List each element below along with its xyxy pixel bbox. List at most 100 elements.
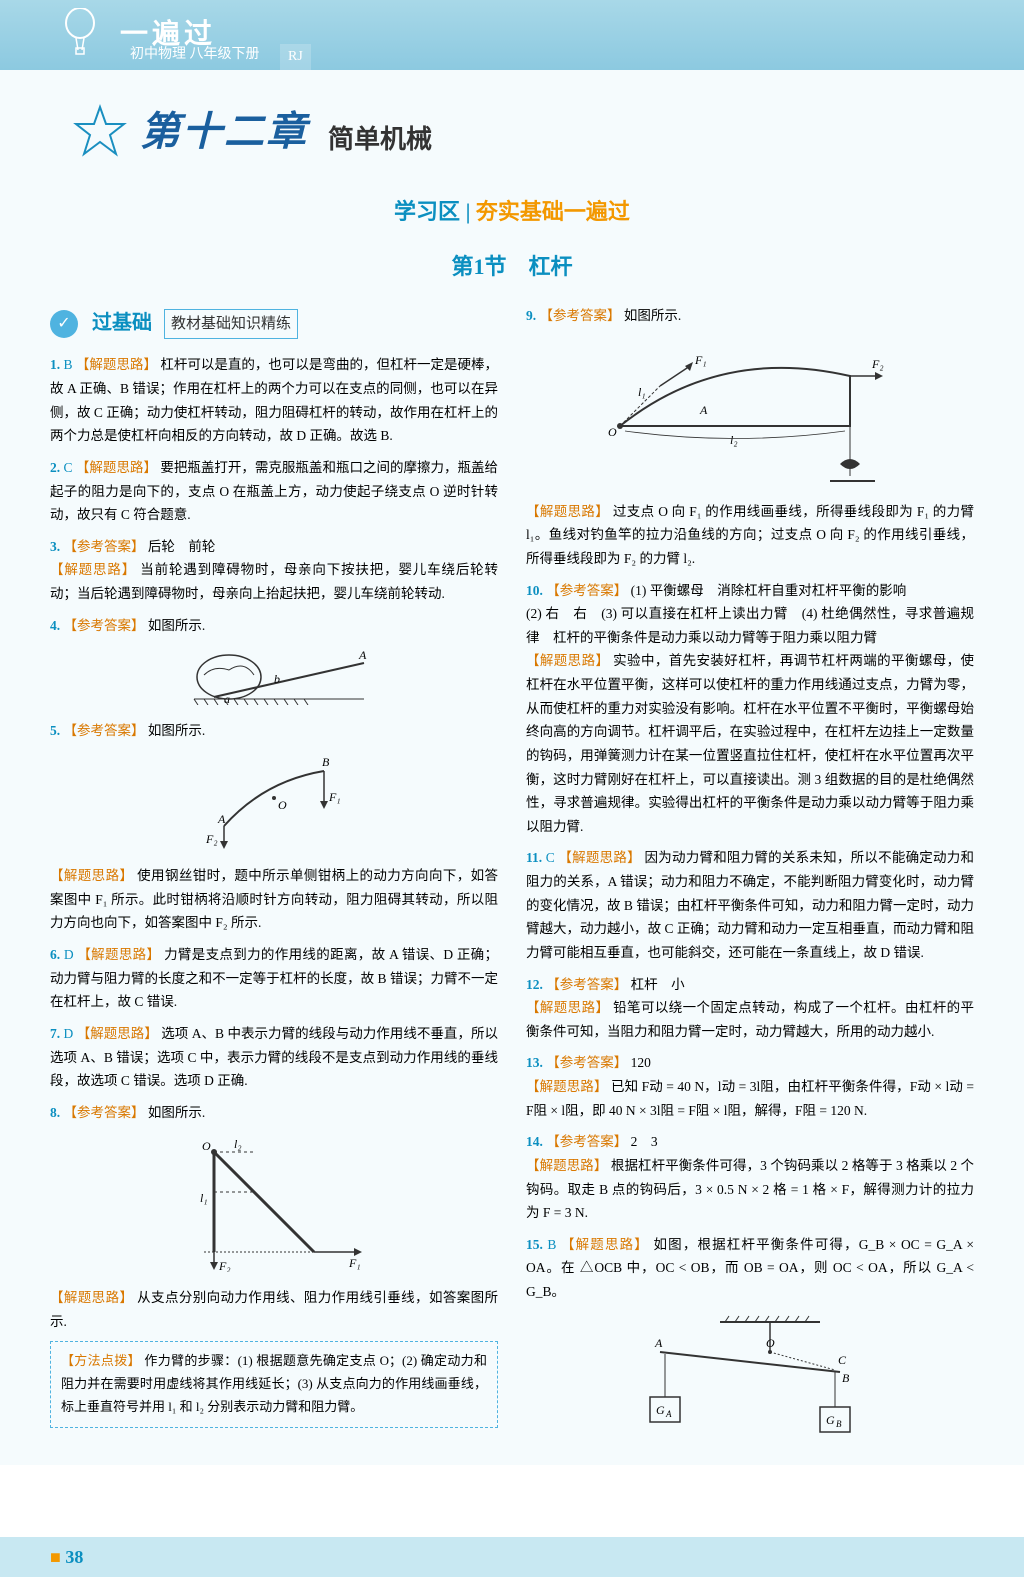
- q-label: 【参考答案】: [64, 539, 145, 554]
- q-label2: 【解题思路】: [50, 562, 136, 577]
- tip-box: 【方法点拨】 作力臂的步骤：(1) 根据题意先确定支点 O；(2) 确定动力和阻…: [50, 1341, 498, 1427]
- q-num: 9.: [526, 308, 536, 323]
- q-text: 如图所示.: [148, 723, 205, 738]
- figure-8: O l₂ l₁ F₁ F₂: [50, 1132, 498, 1280]
- question-10: 10. 【参考答案】 (1) 平衡螺母 消除杠杆自重对杠杆平衡的影响 (2) 右…: [526, 579, 974, 839]
- q-label: 【解题思路】: [561, 1237, 649, 1252]
- q-a2: (2) 右 右 (3) 可以直接在杠杆上读出力臂 (4) 杜绝偶然性，寻求普遍规…: [526, 606, 974, 645]
- question-9: 9. 【参考答案】 如图所示.: [526, 304, 974, 328]
- question-2: 2. C 【解题思路】 要把瓶盖打开，需克服瓶盖和瓶口之间的摩擦力，瓶盖给起子的…: [50, 456, 498, 527]
- q-label2: 【解题思路】: [526, 504, 609, 519]
- svg-text:B: B: [842, 1371, 850, 1385]
- svg-text:B: B: [836, 1419, 842, 1429]
- page-body: 第十二章 简单机械 学习区 | 夯实基础一遍过 第1节 杠杆 ✓ 过基础 教材基…: [0, 70, 1024, 1465]
- q-num: 4.: [50, 618, 60, 633]
- q-num: 6.: [50, 947, 60, 962]
- q-label: 【参考答案】: [64, 1105, 145, 1120]
- question-11: 11. C 【解题思路】 因为动力臂和阻力臂的关系未知，所以不能确定动力和阻力的…: [526, 846, 974, 964]
- svg-text:F₁: F₁: [348, 1256, 361, 1270]
- q-text: 如图所示.: [148, 1105, 205, 1120]
- check-icon: ✓: [50, 310, 78, 338]
- svg-text:C: C: [838, 1353, 847, 1367]
- edition-badge: RJ: [280, 44, 311, 70]
- question-9-explain: 【解题思路】 过支点 O 向 F₁ 的作用线画垂线，所得垂线段即为 F₁ 的力臂…: [526, 500, 974, 571]
- q-num: 8.: [50, 1105, 60, 1120]
- svg-text:F₂: F₂: [218, 1259, 231, 1272]
- tip-head: 【方法点拨】: [61, 1353, 141, 1368]
- q-num: 12.: [526, 977, 543, 992]
- svg-text:F₂: F₂: [871, 357, 884, 371]
- q-label: 【解题思路】: [77, 947, 160, 962]
- svg-text:l₂: l₂: [730, 433, 738, 447]
- balloon-icon: [60, 8, 100, 58]
- q-label: 【解题思路】: [76, 357, 157, 372]
- q-label: 【参考答案】: [540, 308, 621, 323]
- q-label: 【参考答案】: [546, 1134, 627, 1149]
- q-num: 15.: [526, 1237, 543, 1252]
- q-text: 因为动力臂和阻力臂的关系未知，所以不能确定动力和阻力的关系，A 错误；动力和阻力…: [526, 850, 974, 960]
- svg-text:A: A: [654, 1336, 663, 1350]
- q-label2: 【解题思路】: [526, 1000, 609, 1015]
- q-text: 如图所示.: [148, 618, 205, 633]
- svg-text:G: G: [656, 1403, 665, 1417]
- q-answer: B: [547, 1237, 556, 1252]
- banner-left: 学习区: [394, 199, 460, 224]
- q-answer: D: [64, 1026, 74, 1041]
- star-icon: [70, 102, 130, 162]
- svg-text:B: B: [322, 755, 330, 769]
- question-6: 6. D 【解题思路】 力臂是支点到力的作用线的距离，故 A 错误、D 正确；动…: [50, 943, 498, 1014]
- q-num: 11.: [526, 850, 542, 865]
- q-num: 5.: [50, 723, 60, 738]
- q-num: 3.: [50, 539, 60, 554]
- q-answer-text: 杠杆 小: [631, 977, 685, 992]
- svg-text:F₁: F₁: [694, 353, 707, 367]
- node-title: 第1节 杠杆: [50, 249, 974, 284]
- svg-text:b: b: [274, 672, 280, 686]
- q-a1: (1) 平衡螺母 消除杠杆自重对杠杆平衡的影响: [631, 583, 907, 598]
- chapter-title: 第十二章: [140, 100, 308, 164]
- svg-text:O: O: [278, 798, 287, 812]
- banner-right: 夯实基础一遍过: [476, 199, 630, 224]
- svg-text:A: A: [217, 812, 226, 826]
- svg-text:l₁: l₁: [638, 385, 646, 399]
- figure-5: O F₁ B F₂ A: [50, 751, 498, 859]
- q-answer: C: [546, 850, 555, 865]
- figure-9: O l₁ F₁ A F₂ l₂: [526, 336, 974, 494]
- q-label: 【参考答案】: [546, 1055, 627, 1070]
- figure-4: A b a: [50, 645, 498, 713]
- q-label: 【参考答案】: [546, 583, 627, 598]
- q-label2: 【解题思路】: [50, 868, 133, 883]
- question-4: 4. 【参考答案】 如图所示.: [50, 614, 498, 638]
- question-1: 1. B 【解题思路】 杠杆可以是直的，也可以是弯曲的，但杠杆一定是硬棒，故 A…: [50, 353, 498, 448]
- svg-text:O: O: [766, 1336, 775, 1350]
- top-header: 一遍过 初中物理 八年级下册 RJ: [0, 0, 1024, 70]
- svg-text:A: A: [665, 1409, 672, 1419]
- basis-sub: 教材基础知识精练: [164, 309, 298, 339]
- q-answer-text: 2 3: [631, 1134, 658, 1149]
- q-answer: D: [64, 947, 74, 962]
- svg-text:F₁: F₁: [328, 790, 341, 804]
- question-7: 7. D 【解题思路】 选项 A、B 中表示力臂的线段与动力作用线不垂直，所以选…: [50, 1022, 498, 1093]
- question-13: 13. 【参考答案】 120 【解题思路】 已知 F动 = 40 N，l动 = …: [526, 1051, 974, 1122]
- svg-text:l₁: l₁: [200, 1191, 208, 1205]
- footer: 38: [0, 1537, 1024, 1577]
- chapter-subtitle: 简单机械: [328, 119, 432, 161]
- svg-text:A: A: [699, 403, 708, 417]
- left-column: ✓ 过基础 教材基础知识精练 1. B 【解题思路】 杠杆可以是直的，也可以是弯…: [50, 304, 498, 1455]
- q-label: 【参考答案】: [546, 977, 627, 992]
- q-text: 实验中，首先安装好杠杆，再调节杠杆两端的平衡螺母，使杠杆在水平位置平衡，这样可以…: [526, 653, 974, 833]
- q-num: 10.: [526, 583, 543, 598]
- q-answer-text: 120: [631, 1055, 651, 1070]
- q-label2: 【解题思路】: [50, 1290, 133, 1305]
- question-12: 12. 【参考答案】 杠杆 小 【解题思路】 铅笔可以绕一个固定点转动，构成了一…: [526, 973, 974, 1044]
- q-text: 如图所示.: [624, 308, 681, 323]
- question-8-explain: 【解题思路】 从支点分别向动力作用线、阻力作用线引垂线，如答案图所示.: [50, 1286, 498, 1333]
- q-label2: 【解题思路】: [526, 1079, 608, 1094]
- question-8: 8. 【参考答案】 如图所示.: [50, 1101, 498, 1125]
- q-num: 7.: [50, 1026, 60, 1041]
- q-answer: C: [64, 460, 73, 475]
- q-num: 13.: [526, 1055, 543, 1070]
- question-5: 5. 【参考答案】 如图所示.: [50, 719, 498, 743]
- q-label2: 【解题思路】: [526, 653, 609, 668]
- q-answer-text: 后轮 前轮: [148, 539, 216, 554]
